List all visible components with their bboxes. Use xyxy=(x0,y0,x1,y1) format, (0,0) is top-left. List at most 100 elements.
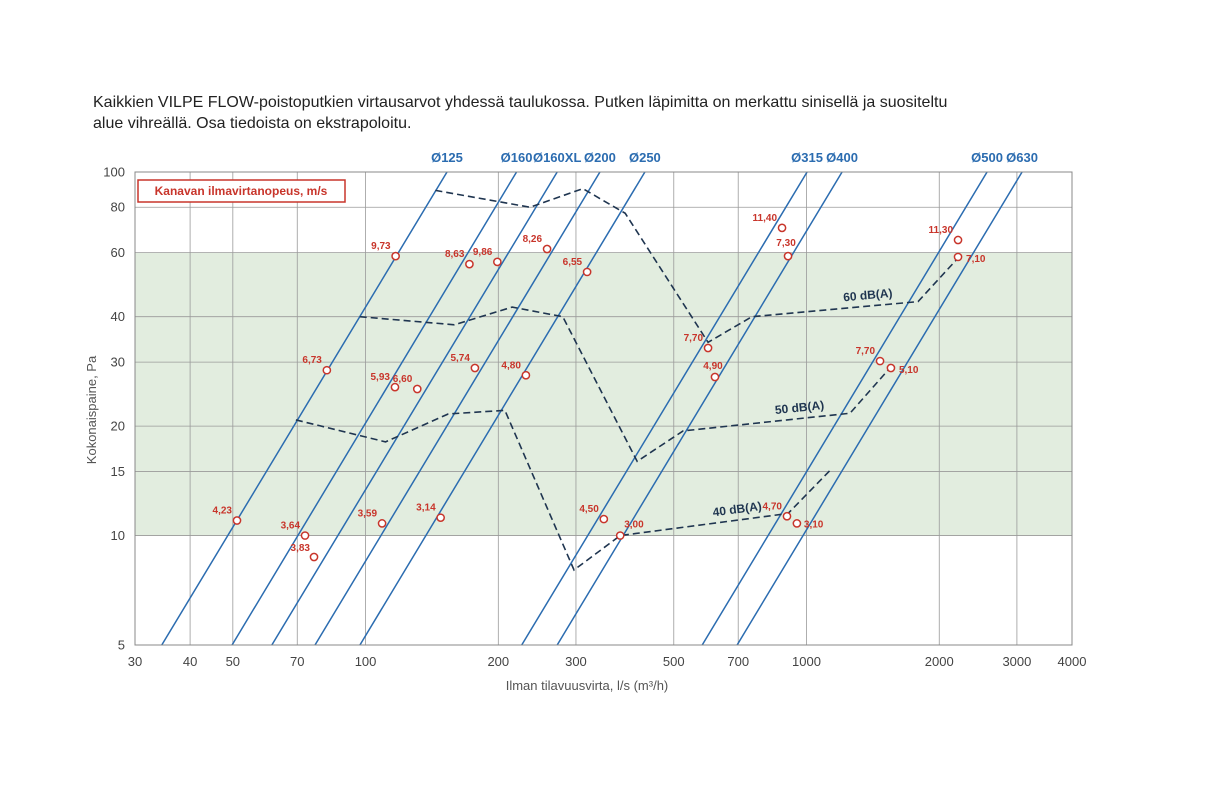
velocity-label: 5,10 xyxy=(899,365,919,376)
x-tick-label: 2000 xyxy=(925,654,954,669)
x-tick-label: 1000 xyxy=(792,654,821,669)
y-tick-label: 60 xyxy=(111,245,125,260)
velocity-point xyxy=(783,251,793,261)
velocity-point xyxy=(953,252,963,262)
velocity-label: 8,26 xyxy=(523,234,543,245)
velocity-label: 11,30 xyxy=(929,225,954,236)
y-tick-label: 30 xyxy=(111,355,125,370)
x-tick-label: 300 xyxy=(565,654,587,669)
duct-line xyxy=(701,172,988,645)
noise-curve xyxy=(295,409,833,572)
duct-label: Ø200 xyxy=(584,150,616,165)
velocity-point xyxy=(582,267,592,277)
velocity-point xyxy=(232,516,242,525)
duct-label: Ø400 xyxy=(826,150,858,165)
velocity-label: 4,50 xyxy=(579,504,599,515)
velocity-point xyxy=(703,343,713,353)
duct-label: Ø315 xyxy=(791,150,823,165)
duct-line xyxy=(556,172,843,645)
y-tick-label: 15 xyxy=(111,464,125,479)
duct-line xyxy=(736,172,1023,645)
velocity-point xyxy=(886,363,896,373)
curve-label: 40 dB(A) xyxy=(712,499,763,519)
velocity-label: 3,14 xyxy=(416,503,436,514)
duct-line xyxy=(231,172,518,645)
velocity-point xyxy=(436,513,445,523)
velocity-label: 3,83 xyxy=(291,543,311,554)
velocity-point xyxy=(782,511,792,521)
x-tick-label: 100 xyxy=(355,654,377,669)
velocity-label: 4,90 xyxy=(703,361,723,372)
velocity-label: 8,63 xyxy=(445,249,465,260)
velocity-point xyxy=(470,363,480,373)
velocity-label: 11,40 xyxy=(753,213,778,224)
velocity-label: 6,60 xyxy=(393,374,413,385)
y-axis-title: Kokonaispaine, Pa xyxy=(84,355,99,464)
velocity-label: 5,74 xyxy=(450,353,470,364)
x-tick-label: 4000 xyxy=(1058,654,1087,669)
velocity-point xyxy=(322,365,332,375)
duct-label: Ø160 xyxy=(501,150,533,165)
duct-label: Ø630 xyxy=(1006,150,1038,165)
velocity-point xyxy=(953,235,963,245)
velocity-label: 5,93 xyxy=(371,372,391,383)
duct-label: Ø160XL xyxy=(533,150,581,165)
y-tick-label: 40 xyxy=(111,309,125,324)
x-tick-label: 3000 xyxy=(1002,654,1031,669)
x-tick-label: 30 xyxy=(128,654,142,669)
velocity-label: 3,10 xyxy=(804,519,824,530)
y-tick-label: 5 xyxy=(118,638,125,653)
velocity-label: 7,70 xyxy=(684,333,704,344)
y-tick-label: 80 xyxy=(111,200,125,215)
velocity-label: 4,70 xyxy=(763,501,783,512)
duct-label: Ø500 xyxy=(971,150,1003,165)
velocity-point xyxy=(875,356,885,366)
duct-label: Ø250 xyxy=(629,150,661,165)
x-tick-label: 200 xyxy=(487,654,509,669)
velocity-label: 7,70 xyxy=(856,346,876,357)
x-tick-label: 500 xyxy=(663,654,685,669)
velocity-point xyxy=(390,382,400,392)
y-tick-label: 10 xyxy=(111,528,125,543)
velocity-point xyxy=(412,384,422,394)
legend-label: Kanavan ilmavirtanopeus, m/s xyxy=(155,184,328,198)
velocity-label: 9,73 xyxy=(371,241,391,252)
x-tick-label: 700 xyxy=(727,654,749,669)
intro-line: alue vihreällä. Osa tiedoista on ekstrap… xyxy=(93,115,412,132)
duct-label: Ø125 xyxy=(431,150,463,165)
velocity-label: 3,59 xyxy=(358,508,378,519)
velocity-label: 6,55 xyxy=(563,257,583,268)
velocity-label: 7,30 xyxy=(776,238,796,249)
velocity-label: 9,86 xyxy=(473,247,493,258)
velocity-label: 7,10 xyxy=(966,254,986,265)
velocity-point xyxy=(391,251,400,261)
velocity-label: 3,00 xyxy=(624,520,644,531)
x-tick-label: 40 xyxy=(183,654,197,669)
velocity-point xyxy=(777,223,787,233)
x-tick-label: 50 xyxy=(226,654,240,669)
y-tick-label: 100 xyxy=(103,165,125,180)
velocity-point xyxy=(300,531,310,540)
velocity-point xyxy=(710,372,720,382)
duct-line xyxy=(314,172,601,645)
curve-label: 50 dB(A) xyxy=(774,398,825,417)
velocity-label: 6,73 xyxy=(302,355,322,366)
velocity-label: 3,64 xyxy=(281,521,301,532)
x-tick-label: 70 xyxy=(290,654,304,669)
velocity-point xyxy=(465,259,474,269)
recommended-area xyxy=(135,252,1072,536)
noise-curve xyxy=(359,306,891,463)
velocity-label: 4,80 xyxy=(501,360,521,371)
velocity-point xyxy=(492,257,502,267)
velocity-label: 4,23 xyxy=(213,506,233,517)
noise-curve xyxy=(435,187,959,344)
duct-line xyxy=(161,172,448,645)
plot-frame xyxy=(134,171,1073,646)
legend-box xyxy=(137,179,346,203)
duct-line xyxy=(521,172,808,645)
y-tick-label: 20 xyxy=(111,419,125,434)
curve-label: 60 dB(A) xyxy=(843,286,893,304)
x-axis-title: Ilman tilavuusvirta, l/s (m³/h) xyxy=(506,678,669,693)
